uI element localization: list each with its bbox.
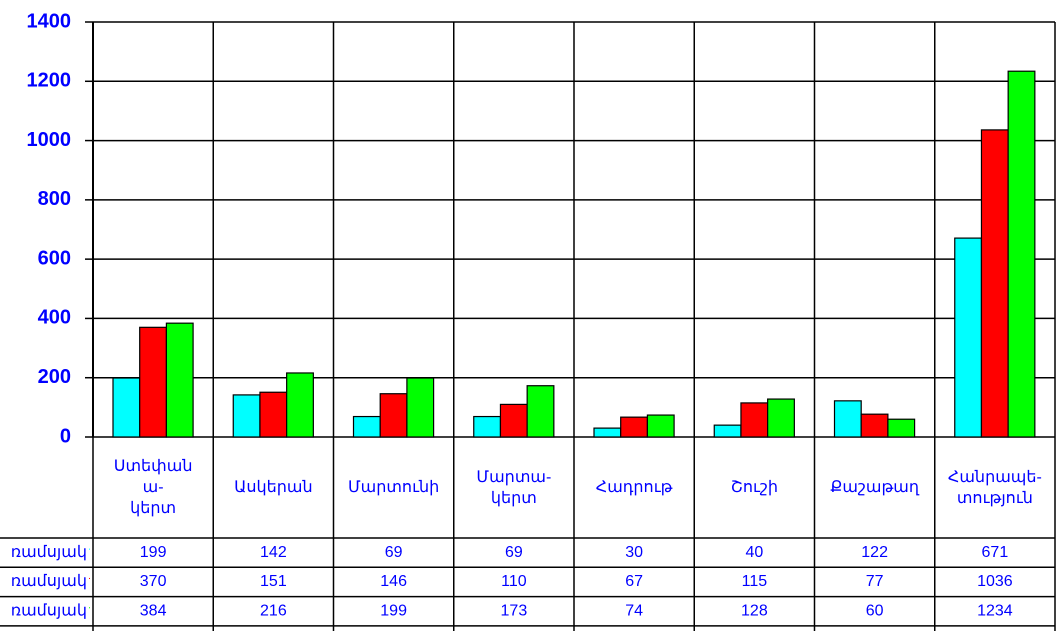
table-value: 199 — [380, 602, 407, 619]
category-label: Մարտա- կերտ — [476, 468, 552, 507]
y-tick-label: 0 — [60, 425, 71, 447]
table-value: 1234 — [977, 602, 1013, 619]
bar — [473, 415, 502, 438]
y-tick-label: 800 — [38, 188, 71, 210]
bar — [165, 322, 194, 438]
category-label: Ասկերան — [234, 479, 313, 496]
legend-label: ռամսյակ — [11, 544, 87, 561]
legend-label: ռամսյակ — [11, 573, 87, 590]
category-label: Շուշի — [730, 479, 779, 496]
table-value: 122 — [861, 544, 888, 561]
category-label: Քաշաթաղ — [830, 479, 920, 496]
table-value: 384 — [140, 602, 167, 619]
bar — [232, 394, 261, 438]
y-tick-label: 1000 — [27, 129, 72, 151]
bar — [620, 416, 649, 438]
y-tick-label: 1400 — [27, 10, 72, 32]
table-value: 142 — [260, 544, 287, 561]
table-value: 671 — [982, 544, 1009, 561]
legend-key — [89, 607, 90, 609]
y-tick-label: 400 — [38, 307, 71, 329]
table-value: 370 — [140, 573, 167, 590]
y-tick-label: 600 — [38, 247, 71, 269]
bar — [112, 377, 141, 438]
bar — [379, 393, 408, 438]
bar — [646, 414, 675, 438]
category-label: Հանրապե- տություն — [947, 468, 1042, 507]
bar — [713, 424, 742, 438]
table-value: 69 — [505, 544, 523, 561]
bar — [593, 427, 622, 438]
category-label: Մարտունի — [347, 479, 440, 496]
table-value: 128 — [741, 602, 768, 619]
bar — [767, 398, 795, 438]
table-value: 67 — [625, 573, 643, 590]
bar — [1007, 70, 1036, 438]
bar — [499, 403, 528, 438]
bar — [352, 415, 381, 438]
category-label: Հադրութ — [595, 479, 673, 496]
table-value: 40 — [745, 544, 763, 561]
legend-key — [89, 577, 90, 579]
table-value: 69 — [385, 544, 403, 561]
bar — [286, 372, 314, 438]
legend-label: ռամսյակ — [11, 602, 87, 619]
bar — [833, 400, 862, 438]
bar — [860, 413, 889, 438]
bar — [887, 418, 916, 438]
y-tick-label: 1200 — [27, 70, 72, 92]
table-value: 60 — [866, 602, 884, 619]
bar — [740, 402, 769, 438]
table-value: 74 — [625, 602, 643, 619]
table-value: 173 — [501, 602, 528, 619]
y-tick-label: 200 — [38, 366, 71, 388]
table-value: 151 — [260, 573, 287, 590]
bar — [954, 237, 983, 438]
table-value: 110 — [501, 573, 527, 590]
table-value: 1036 — [977, 573, 1013, 590]
table-value: 199 — [140, 544, 167, 561]
category-label: Ստեփան ա- կերտ — [113, 458, 193, 517]
bar — [139, 326, 167, 438]
table-value: 77 — [866, 573, 884, 590]
table-value: 146 — [380, 573, 407, 590]
table-value: 30 — [625, 544, 643, 561]
table-value: 216 — [260, 602, 287, 619]
bar — [980, 129, 1009, 438]
bar — [406, 377, 435, 438]
table-value: 115 — [742, 573, 768, 590]
legend-key — [89, 548, 90, 550]
bar — [526, 385, 555, 438]
bar — [259, 391, 288, 438]
